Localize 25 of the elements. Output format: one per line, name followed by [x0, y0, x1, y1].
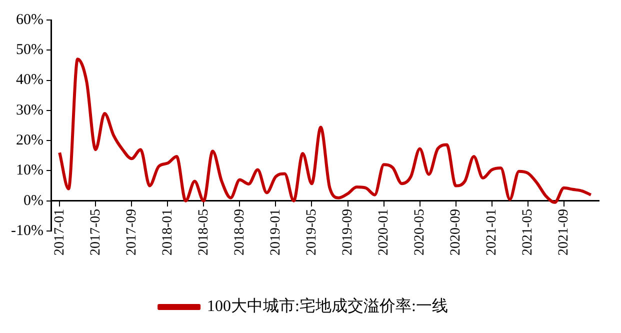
x-tick-label: 2018-01	[160, 208, 176, 256]
x-tick-label: 2019-09	[340, 208, 356, 256]
y-tick-label: 30%	[16, 102, 44, 118]
x-tick-label: 2019-05	[304, 208, 320, 256]
legend-label: 100大中城市:宅地成交溢价率:一线	[207, 297, 448, 316]
x-tick-label: 2020-09	[448, 208, 464, 256]
x-tick-label: 2017-01	[52, 208, 68, 256]
x-tick-label: 2021-09	[556, 208, 572, 256]
x-tick-label: 2018-09	[232, 208, 248, 256]
x-tick-label: 2017-09	[124, 208, 140, 256]
line-series	[58, 58, 592, 204]
x-tick-label: 2018-05	[196, 208, 212, 256]
x-tick-label: 2021-01	[484, 208, 500, 256]
y-tick-label: 0%	[23, 192, 44, 209]
y-tick-label: 50%	[16, 42, 44, 58]
y-tick-label: -10%	[10, 222, 44, 239]
y-tick-label: 60%	[16, 12, 44, 28]
y-tick-label: 10%	[16, 162, 44, 179]
y-tick-label: 40%	[16, 72, 44, 88]
y-tick-label: 20%	[16, 132, 44, 149]
x-tick-label: 2020-05	[412, 208, 428, 256]
x-tick-label: 2020-01	[376, 208, 392, 256]
x-tick-label: 2021-05	[520, 208, 536, 256]
x-tick-label: 2017-05	[88, 208, 104, 256]
x-tick-label: 2019-01	[268, 208, 284, 256]
